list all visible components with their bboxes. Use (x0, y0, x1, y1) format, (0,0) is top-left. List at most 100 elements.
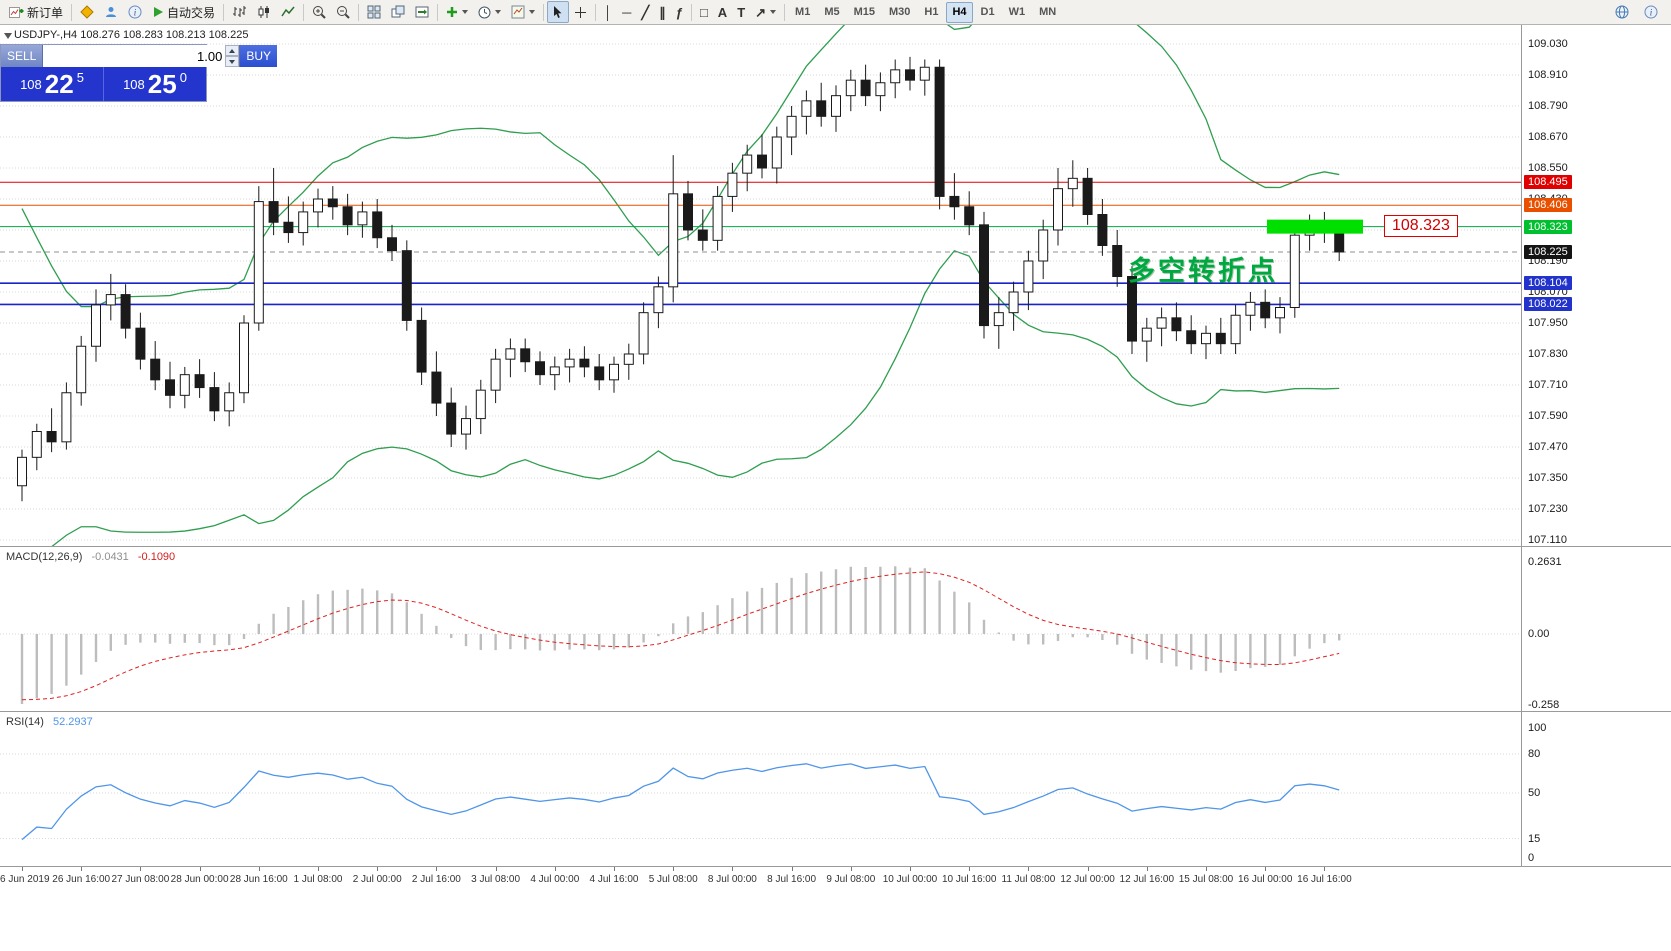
chart-annotation-text[interactable]: 多空转折点 (1128, 256, 1278, 286)
zoom-out-button[interactable] (331, 1, 355, 23)
candlestick-chart-button[interactable] (252, 1, 276, 23)
crosshair-icon (574, 6, 587, 19)
arrows-icon: ↗ (755, 4, 767, 20)
buy-button[interactable]: BUY (240, 45, 278, 67)
chart-title: USDJPY-,H4 108.276 108.283 108.213 108.2… (14, 29, 249, 41)
auto-scroll-button[interactable] (410, 1, 434, 23)
timeframe-d1-button[interactable]: D1 (980, 6, 995, 18)
arrows-button[interactable]: ↗ (750, 1, 781, 23)
help-button[interactable]: i (1639, 1, 1663, 23)
price-tick: 107.830 (1528, 348, 1568, 360)
rsi-canvas[interactable] (0, 712, 1521, 866)
time-tick (1324, 867, 1326, 871)
macd-signal-value: -0.1090 (137, 551, 176, 563)
time-tick (850, 867, 852, 871)
timeframe-h1-button[interactable]: H1 (924, 6, 939, 18)
timeframe-m15-button[interactable]: M15 (853, 6, 876, 18)
shapes-button[interactable]: □ (695, 1, 713, 23)
tile-windows-button[interactable] (362, 1, 386, 23)
horizontal-line-button[interactable]: ─ (617, 1, 636, 23)
sell-price[interactable]: 108 22 5 (1, 67, 104, 101)
timeframe-m1-button[interactable]: M1 (795, 6, 811, 18)
time-axis-label: 1 Jul 08:00 (293, 874, 343, 885)
auto-scroll-icon (415, 5, 429, 19)
horizontal-line-icon: ─ (622, 4, 632, 20)
time-axis-label: 4 Jul 16:00 (589, 874, 639, 885)
collapse-trade-panel-button[interactable] (4, 33, 12, 39)
panel-divider[interactable] (0, 546, 1671, 547)
text-label-button[interactable]: T (732, 1, 750, 23)
about-button[interactable]: i (123, 1, 147, 23)
toolbar-separator (223, 3, 225, 21)
text-icon: A (717, 4, 728, 20)
periods-icon (478, 6, 491, 19)
panel-divider[interactable] (0, 711, 1671, 712)
toolbar-separator (784, 3, 786, 21)
volume-up-button[interactable] (225, 45, 240, 56)
buy-price-big: 25 (147, 69, 177, 99)
vertical-line-button[interactable]: │ (599, 1, 617, 23)
equidistant-channel-button[interactable]: ∥ (654, 1, 671, 23)
sell-button[interactable]: SELL (1, 45, 44, 67)
line-chart-button[interactable] (276, 1, 300, 23)
templates-button[interactable] (506, 1, 540, 23)
time-tick (22, 867, 23, 871)
time-axis-label: 8 Jul 00:00 (707, 874, 757, 885)
timeframe-h4-button[interactable]: H4 (946, 1, 973, 23)
timeframe-m30-button[interactable]: M30 (889, 6, 911, 18)
macd-panel[interactable]: MACD(12,26,9) -0.0431 -0.1090 (0, 547, 1521, 711)
buy-price[interactable]: 108 25 0 (104, 67, 206, 101)
price-tick: 107.470 (1528, 441, 1568, 453)
bar-chart-button[interactable] (227, 1, 252, 23)
timeframe-w1-button[interactable]: W1 (1008, 6, 1026, 18)
price-tick: 108.670 (1528, 131, 1568, 143)
line-chart-icon (281, 5, 295, 19)
time-tick (1206, 867, 1207, 871)
price-tick: 107.350 (1528, 472, 1568, 484)
volume-input[interactable] (43, 45, 226, 67)
about-icon: i (128, 5, 142, 19)
rsi-axis[interactable]: 100 80 50 15 0 (1521, 712, 1671, 866)
indicators-button[interactable] (441, 1, 473, 23)
metaeditor-button[interactable] (75, 1, 99, 23)
macd-value: -0.0431 (91, 551, 129, 563)
cascade-windows-button[interactable] (386, 1, 410, 23)
toolbar-separator (543, 3, 545, 21)
text-button[interactable]: A (713, 1, 732, 23)
volume-down-button[interactable] (225, 56, 240, 67)
macd-axis[interactable]: 0.2631 0.00 -0.258 (1521, 547, 1671, 711)
time-tick (81, 867, 83, 871)
macd-canvas[interactable] (0, 547, 1521, 711)
community-button[interactable] (1610, 1, 1634, 23)
main-chart-canvas[interactable] (0, 0, 1521, 562)
toolbar-main-group: 新订单 i 自动交易 │ ─ ╱ ∥ ƒ □ A T ↗ (4, 1, 788, 23)
periods-button[interactable] (473, 1, 506, 23)
rsi-panel[interactable]: RSI(14) 52.2937 (0, 712, 1521, 866)
trendline-button[interactable]: ╱ (636, 1, 654, 23)
timeframe-mn-button[interactable]: MN (1039, 6, 1057, 18)
autotrading-button[interactable]: 自动交易 (147, 1, 220, 23)
macd-name: MACD(12,26,9) (6, 551, 83, 563)
indicators-dropdown-icon (462, 10, 469, 14)
profiles-button[interactable] (99, 1, 123, 23)
price-tick: 107.110 (1528, 534, 1567, 546)
sell-price-big: 22 (44, 69, 74, 99)
time-tick (791, 867, 793, 871)
timeframe-m5-button[interactable]: M5 (824, 6, 840, 18)
fibonacci-button[interactable]: ƒ (671, 1, 688, 23)
panel-divider[interactable] (0, 866, 1671, 867)
price-level-label: 108.225 (1524, 244, 1572, 259)
crosshair-button[interactable] (569, 1, 592, 23)
new-order-button[interactable]: 新订单 (4, 1, 68, 23)
text-label-icon: T (737, 4, 746, 20)
price-axis[interactable]: 109.030108.910108.790108.670108.550108.4… (1521, 25, 1671, 546)
zoom-in-button[interactable] (307, 1, 331, 23)
macd-tick: 0.00 (1528, 628, 1550, 640)
price-tick: 108.910 (1528, 69, 1568, 81)
time-tick (614, 867, 615, 871)
cursor-button[interactable] (547, 1, 570, 23)
time-tick (673, 867, 675, 871)
price-tag-label[interactable]: 108.323 (1384, 214, 1458, 237)
price-chart-panel[interactable]: USDJPY-,H4 108.276 108.283 108.213 108.2… (0, 0, 1521, 562)
